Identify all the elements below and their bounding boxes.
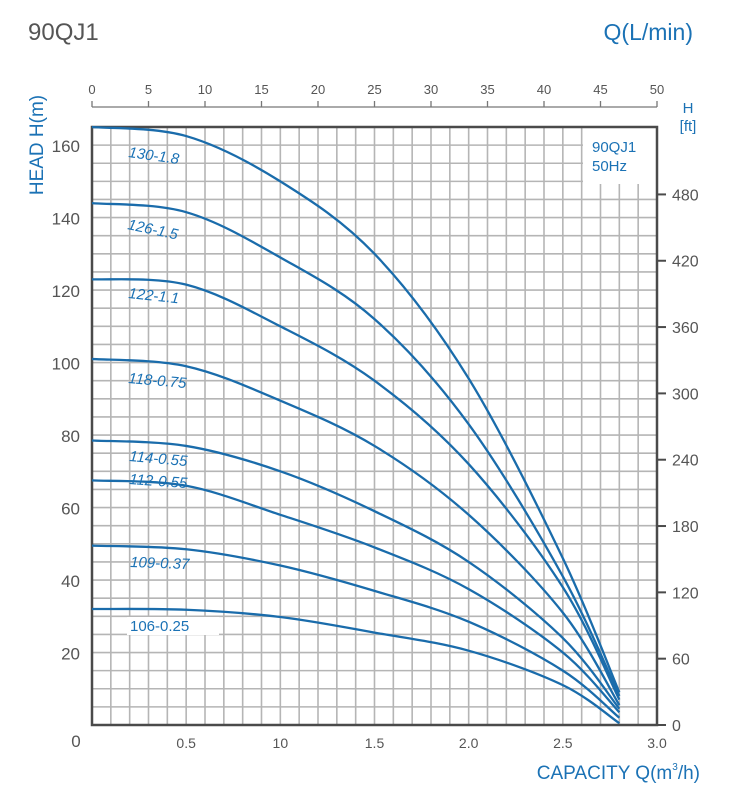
top-tick-label: 25 <box>367 82 381 97</box>
curve-label: 122-1.1 <box>128 285 180 307</box>
curve-118-0.75 <box>91 357 621 706</box>
legend-box: 90QJ1 50Hz <box>583 128 656 184</box>
y-axis-label: HEAD H(m) <box>27 95 48 195</box>
grid <box>92 127 657 725</box>
chart-title: 90QJ1 <box>28 19 99 46</box>
y-tick-label: 160 <box>52 137 80 156</box>
x-tick-label: 2.5 <box>553 735 573 751</box>
curve-label: 126-1.5 <box>126 216 180 243</box>
x-tick-label: 0 <box>71 732 80 751</box>
curve-126-1.5 <box>91 201 621 697</box>
curve-122-1.1 <box>91 278 621 701</box>
top-tick-label: 30 <box>424 82 438 97</box>
x-axis-label: CAPACITY Q(m3/h) <box>537 762 700 784</box>
right-tick-label: 180 <box>672 519 699 536</box>
curve-label: 112-0.55 <box>129 471 189 492</box>
y-tick-label: 60 <box>61 500 80 519</box>
top-tick-label: 15 <box>254 82 268 97</box>
plot-frame <box>90 125 659 727</box>
x-tick-label: 2.0 <box>459 735 479 751</box>
right-tick-label: 0 <box>672 718 681 735</box>
legend-frequency: 50Hz <box>592 158 627 175</box>
right-tick-label: 420 <box>672 254 699 271</box>
right-tick-label: 480 <box>672 187 699 204</box>
top-tick-label: 50 <box>650 82 664 97</box>
x-tick-label: 0.5 <box>176 735 196 751</box>
curve-label: 106-0.25 <box>130 618 189 635</box>
top-tick-label: 20 <box>311 82 325 97</box>
top-tick-label: 0 <box>88 82 95 97</box>
curve-label: 114-0.55 <box>129 448 189 470</box>
right-tick-label: 60 <box>672 652 690 669</box>
curves <box>91 125 621 725</box>
right-axis-label-ft: [ft] <box>680 118 697 135</box>
right-tick-label: 120 <box>672 585 699 602</box>
curve-114-0.55 <box>91 439 621 710</box>
y-tick-label: 100 <box>52 355 80 374</box>
top-tick-label: 5 <box>145 82 152 97</box>
curve-106-0.25 <box>91 607 620 725</box>
curve-label: 130-1.8 <box>127 144 180 168</box>
top-tick-label: 40 <box>537 82 551 97</box>
right-tick-label: 240 <box>672 453 699 470</box>
right-tick-label: 360 <box>672 320 699 337</box>
axes: 0 5 10 15 20 25 30 35 40 45 5020406080100120140160… <box>52 82 699 751</box>
top-tick-label: 35 <box>480 82 494 97</box>
y-tick-label: 40 <box>61 572 80 591</box>
right-tick-label: 300 <box>672 386 699 403</box>
y-tick-label: 140 <box>52 210 80 229</box>
curve-109-0.37 <box>91 544 621 719</box>
x-tick-label: 3.0 <box>647 735 667 751</box>
curve-label: 118-0.75 <box>128 370 188 392</box>
y-tick-label: 120 <box>52 282 80 301</box>
y-tick-label: 80 <box>61 427 80 446</box>
legend-model: 90QJ1 <box>592 139 636 156</box>
x-tick-label: 10 <box>273 735 289 751</box>
y-tick-label: 20 <box>61 645 80 664</box>
top-tick-label: 45 <box>593 82 607 97</box>
label-background <box>127 617 219 635</box>
curve-label: 109-0.37 <box>130 554 190 573</box>
top-tick-label: 10 <box>198 82 212 97</box>
x-tick-label: 1.5 <box>365 735 385 751</box>
curve-130-1.8 <box>91 125 621 693</box>
top-axis-label: Q(L/min) <box>604 19 693 45</box>
curve-112-0.55 <box>91 479 621 714</box>
right-axis-label-h: H <box>683 100 694 117</box>
curve-labels: 130-1.8 126-1.5 122-1.1 118-0.75 114-0.55112… <box>126 144 219 635</box>
